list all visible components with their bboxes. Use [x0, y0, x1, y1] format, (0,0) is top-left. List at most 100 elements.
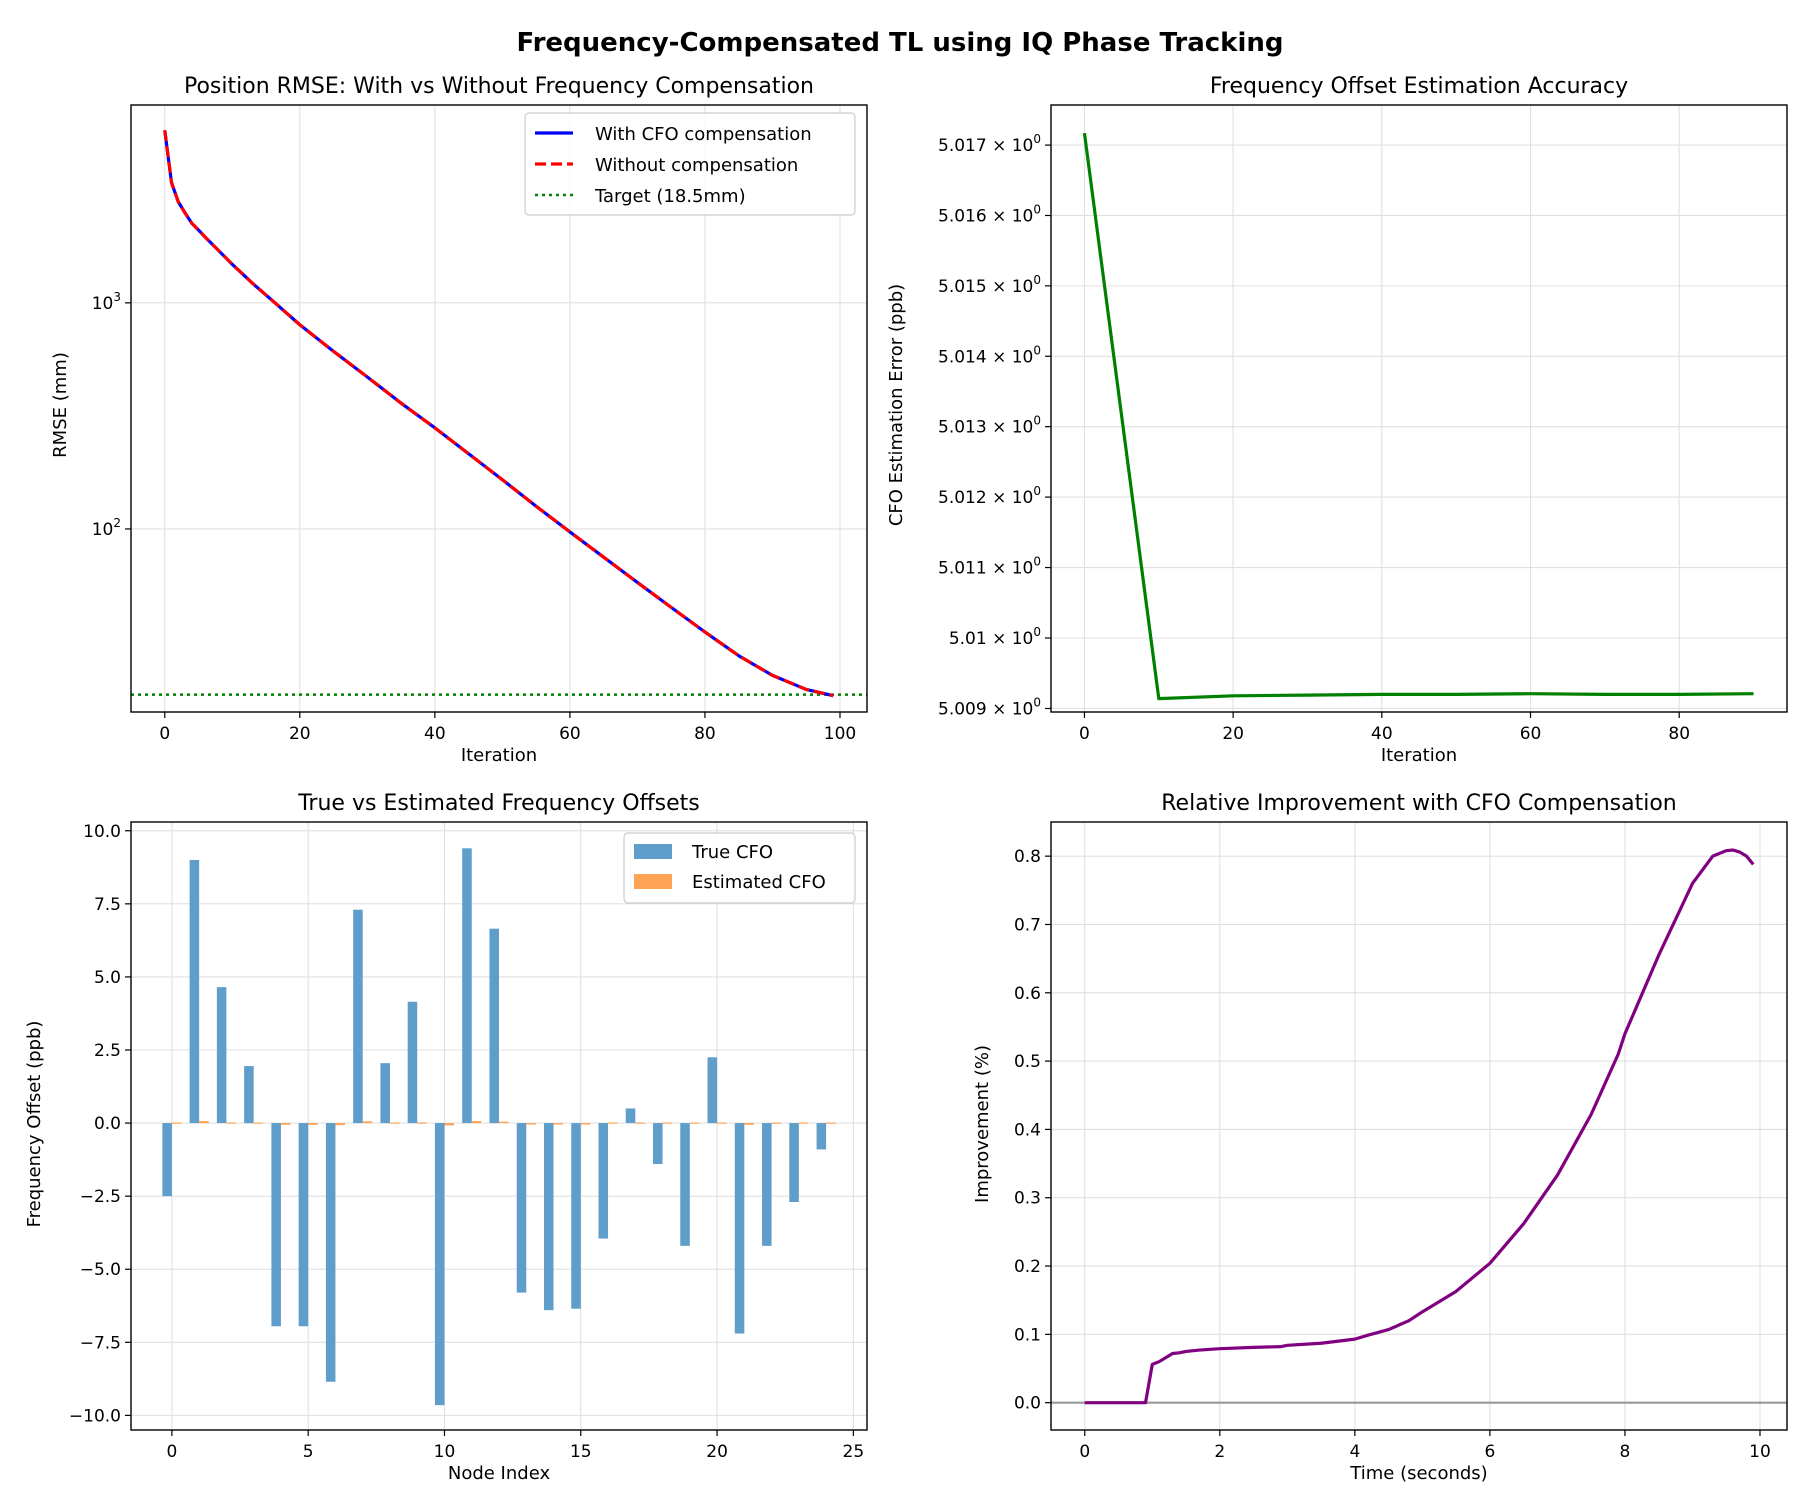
panel-cfo-error-ytick-label: 5.016 × 100	[938, 202, 1041, 226]
bar-true-cfo	[543, 1123, 554, 1311]
panel-cfo-error-title: Frequency Offset Estimation Accuracy	[1210, 74, 1628, 99]
panel-cfo-error: Frequency Offset Estimation Accuracy 0 20…	[886, 74, 1788, 766]
panel-improvement-ytick-label: 0.1	[1014, 1325, 1041, 1345]
panel-improvement-ytick-label: 0.6	[1014, 984, 1041, 1004]
panel-cfo-error-ylabel: CFO Estimation Error (ppb)	[886, 284, 907, 526]
panel-cfo-bars-xlabel: Node Index	[448, 1463, 551, 1484]
bar-true-cfo	[734, 1123, 745, 1334]
bar-estimated-cfo	[199, 1121, 209, 1124]
bar-true-cfo	[707, 1057, 718, 1124]
bar-estimated-cfo	[553, 1123, 564, 1125]
panel-cfo-error-ticks: 0 20 40 60 80 5.009 × 100 5.01 × 100 5.011 × 10…	[938, 132, 1690, 744]
legend-label-estimated-cfo: Estimated CFO	[692, 872, 826, 893]
panel-cfo-bars-legend: True CFO Estimated CFO	[623, 832, 856, 904]
panel-cfo-bars-ytick-label: −2.5	[80, 1187, 121, 1207]
panel-rmse: Position RMSE: With vs Without Frequency…	[50, 74, 868, 766]
bar-true-cfo	[244, 1066, 254, 1124]
panel-cfo-error-xtick-label: 40	[1371, 724, 1393, 744]
bar-true-cfo	[789, 1123, 799, 1202]
panel-cfo-bars-xtick-label: 25	[843, 1442, 865, 1462]
bar-estimated-cfo	[308, 1123, 318, 1125]
panel-cfo-bars-ytick-label: 5.0	[94, 968, 121, 988]
panel-rmse-ticks: 0 20 40 60 80 100 102 103	[92, 290, 856, 744]
bar-estimated-cfo	[798, 1122, 809, 1124]
panel-cfo-error-ytick-label: 5.01 × 100	[949, 625, 1041, 649]
panel-cfo-bars-grid	[131, 822, 867, 1430]
panel-rmse-ylabel: RMSE (mm)	[50, 352, 71, 458]
bar-estimated-cfo	[717, 1122, 727, 1124]
panel-rmse-xtick-label: 60	[559, 724, 581, 744]
bar-estimated-cfo	[280, 1123, 291, 1125]
bar-estimated-cfo	[608, 1122, 618, 1124]
bar-estimated-cfo	[826, 1122, 836, 1124]
panel-cfo-error-grid	[1051, 105, 1787, 712]
bar-estimated-cfo	[499, 1121, 509, 1124]
panel-rmse-marks	[131, 130, 867, 698]
bar-estimated-cfo	[635, 1122, 645, 1124]
panel-cfo-bars-ytick-label: 0.0	[94, 1114, 121, 1134]
panel-improvement-xtick-label: 6	[1484, 1442, 1495, 1462]
panel-cfo-error-ytick-label: 5.015 × 100	[938, 273, 1041, 297]
bar-true-cfo	[762, 1123, 772, 1246]
bar-estimated-cfo	[226, 1122, 236, 1124]
panel-cfo-error-xtick-label: 20	[1222, 724, 1244, 744]
panel-cfo-bars-title: True vs Estimated Frequency Offsets	[297, 791, 700, 816]
bar-estimated-cfo	[744, 1123, 754, 1125]
panel-improvement-ylabel: Improvement (%)	[972, 1045, 993, 1203]
bar-true-cfo	[434, 1123, 445, 1406]
legend-label-without-comp: Without compensation	[595, 155, 798, 176]
panel-cfo-bars-xtick-label: 0	[166, 1442, 177, 1462]
panel-improvement-ytick-label: 0.8	[1014, 847, 1041, 867]
panel-improvement-xtick-label: 4	[1349, 1442, 1360, 1462]
legend-label-true-cfo: True CFO	[691, 842, 773, 863]
bar-estimated-cfo	[662, 1122, 673, 1124]
panel-cfo-error-ytick-label: 5.011 × 100	[938, 555, 1041, 579]
series-line-cfo-error	[1082, 132, 1754, 701]
panel-rmse-ytick-label: 103	[92, 290, 121, 314]
bar-estimated-cfo	[471, 1121, 482, 1124]
bar-true-cfo	[189, 860, 200, 1124]
legend-box	[623, 832, 856, 904]
bar-true-cfo	[625, 1108, 636, 1124]
legend-label-target: Target (18.5mm)	[594, 186, 746, 207]
legend-swatch-true-cfo	[634, 844, 672, 859]
panel-improvement-ytick-label: 0.3	[1014, 1189, 1041, 1209]
panel-rmse-xlabel: Iteration	[461, 745, 537, 766]
panel-improvement-xtick-label: 8	[1620, 1442, 1631, 1462]
bar-estimated-cfo	[362, 1121, 373, 1124]
panel-rmse-xtick-label: 80	[694, 724, 716, 744]
panel-improvement-xlabel: Time (seconds)	[1349, 1463, 1487, 1484]
bar-estimated-cfo	[417, 1122, 427, 1124]
bar-estimated-cfo	[526, 1123, 536, 1125]
panel-cfo-bars-ylabel: Frequency Offset (ppb)	[24, 1021, 45, 1228]
panel-improvement-marks	[1051, 848, 1787, 1405]
bar-true-cfo	[216, 987, 227, 1124]
panel-rmse-xtick-label: 0	[159, 724, 170, 744]
panel-rmse-frame	[130, 104, 868, 713]
bar-true-cfo	[162, 1123, 172, 1197]
panel-improvement-grid	[1051, 822, 1787, 1430]
panel-cfo-bars-ytick-label: 10.0	[83, 822, 121, 842]
panel-rmse-xtick-label: 40	[424, 724, 446, 744]
bar-true-cfo	[598, 1123, 609, 1239]
bar-estimated-cfo	[689, 1122, 700, 1124]
panel-cfo-error-marks	[1082, 132, 1754, 701]
panel-cfo-bars-xtick-label: 10	[434, 1442, 456, 1462]
panel-cfo-error-xtick-label: 60	[1520, 724, 1542, 744]
panel-cfo-error-frame	[1050, 104, 1788, 713]
bar-true-cfo	[516, 1123, 527, 1293]
panel-cfo-bars-xtick-label: 5	[303, 1442, 314, 1462]
panel-cfo-bars-ytick-label: −5.0	[80, 1260, 121, 1280]
bar-true-cfo	[325, 1123, 336, 1382]
bar-true-cfo	[380, 1063, 390, 1124]
panel-improvement-ytick-label: 0.7	[1014, 915, 1041, 935]
panel-cfo-error-ytick-label: 5.014 × 100	[938, 343, 1041, 367]
panel-rmse-title: Position RMSE: With vs Without Frequency…	[184, 74, 814, 99]
series-line-improvement	[1084, 848, 1755, 1405]
panel-cfo-bars-ytick-label: −10.0	[69, 1406, 121, 1426]
legend-box	[524, 112, 856, 216]
panel-cfo-bars-ytick-label: −7.5	[80, 1333, 121, 1353]
panel-cfo-bars-ytick-label: 7.5	[94, 895, 121, 915]
bar-true-cfo	[462, 848, 472, 1124]
bar-true-cfo	[680, 1123, 690, 1246]
